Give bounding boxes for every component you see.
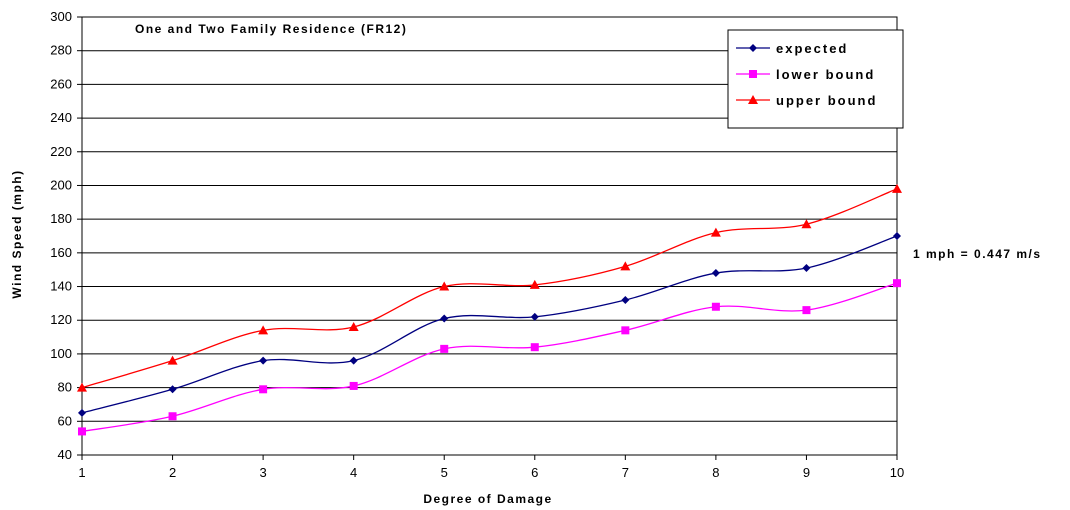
y-tick-label: 120 <box>50 312 72 327</box>
y-tick-label: 60 <box>58 413 72 428</box>
x-tick-label: 9 <box>803 465 810 480</box>
x-tick-label: 1 <box>78 465 85 480</box>
data-point-upper-bound <box>529 279 540 289</box>
x-tick-label: 10 <box>890 465 904 480</box>
series-expected <box>78 232 901 417</box>
data-point-lower-bound <box>802 306 811 315</box>
legend-item-upper-bound: upper bound <box>736 93 877 108</box>
legend-swatch-marker <box>748 95 758 104</box>
data-point-expected <box>168 385 177 394</box>
series-upper-bound <box>77 183 902 392</box>
legend-label: lower bound <box>776 67 875 82</box>
legend-label: upper bound <box>776 93 877 108</box>
y-tick-label: 100 <box>50 346 72 361</box>
data-point-expected <box>440 314 449 323</box>
legend-swatch-marker <box>749 70 757 78</box>
data-point-upper-bound <box>77 382 87 392</box>
x-tick-label: 7 <box>622 465 629 480</box>
x-axis-title: Degree of Damage <box>423 492 552 506</box>
data-point-expected <box>893 232 901 240</box>
x-axis: 1 2 3 4 5 6 7 8 9 10 <box>78 455 904 480</box>
data-point-lower-bound <box>440 344 449 353</box>
data-point-lower-bound <box>259 385 268 394</box>
data-point-upper-bound <box>710 227 721 237</box>
data-point-upper-bound <box>167 355 178 365</box>
y-tick-label: 200 <box>50 177 72 192</box>
y-axis: 40 60 80 100 120 140 160 180 200 220 240 260 280 300 <box>50 9 82 462</box>
data-point-lower-bound <box>168 412 177 421</box>
data-point-expected <box>259 356 268 365</box>
chart-title: One and Two Family Residence (FR12) <box>135 22 407 36</box>
series-line-expected <box>81 235 898 414</box>
data-point-upper-bound <box>348 321 359 331</box>
data-point-expected <box>530 312 539 321</box>
x-tick-label: 2 <box>169 465 176 480</box>
legend-item-lower-bound: lower bound <box>736 67 875 82</box>
x-tick-label: 8 <box>712 465 719 480</box>
data-point-lower-bound <box>621 326 630 335</box>
y-tick-label: 240 <box>50 110 72 125</box>
y-tick-label: 300 <box>50 9 72 24</box>
data-point-upper-bound <box>439 281 450 291</box>
y-tick-label: 260 <box>50 76 72 91</box>
series-lower-bound <box>78 279 901 436</box>
data-point-upper-bound <box>801 219 812 229</box>
unit-conversion-note: 1 mph = 0.447 m/s <box>913 247 1042 261</box>
y-tick-label: 160 <box>50 245 72 260</box>
x-tick-label: 6 <box>531 465 538 480</box>
y-tick-label: 40 <box>58 447 72 462</box>
data-point-lower-bound <box>78 427 86 436</box>
data-point-expected <box>802 264 811 273</box>
y-tick-label: 220 <box>50 144 72 159</box>
legend: expected lower bound upper bound <box>727 29 904 129</box>
y-axis-title: Wind Speed (mph) <box>10 169 24 298</box>
legend-box <box>727 29 904 129</box>
data-point-lower-bound <box>530 343 539 352</box>
data-point-lower-bound <box>711 302 720 311</box>
data-point-lower-bound <box>349 381 358 390</box>
legend-label: expected <box>776 41 848 56</box>
series-group <box>77 183 902 436</box>
y-tick-label: 280 <box>50 43 72 58</box>
y-tick-label: 140 <box>50 279 72 294</box>
x-tick-label: 5 <box>441 465 448 480</box>
y-tick-label: 180 <box>50 211 72 226</box>
legend-item-expected: expected <box>736 41 848 56</box>
x-tick-label: 3 <box>259 465 266 480</box>
x-tick-label: 4 <box>350 465 357 480</box>
data-point-lower-bound <box>893 279 901 288</box>
series-line-upper-bound <box>81 188 898 389</box>
data-point-expected <box>78 408 86 417</box>
data-point-expected <box>711 269 720 278</box>
data-point-upper-bound <box>620 261 631 271</box>
data-point-upper-bound <box>892 183 902 193</box>
series-line-lower-bound <box>81 282 898 433</box>
data-point-expected <box>349 356 358 365</box>
legend-swatch-marker <box>749 44 757 52</box>
data-point-upper-bound <box>258 325 269 335</box>
y-tick-label: 80 <box>58 380 72 395</box>
data-point-expected <box>621 296 630 305</box>
